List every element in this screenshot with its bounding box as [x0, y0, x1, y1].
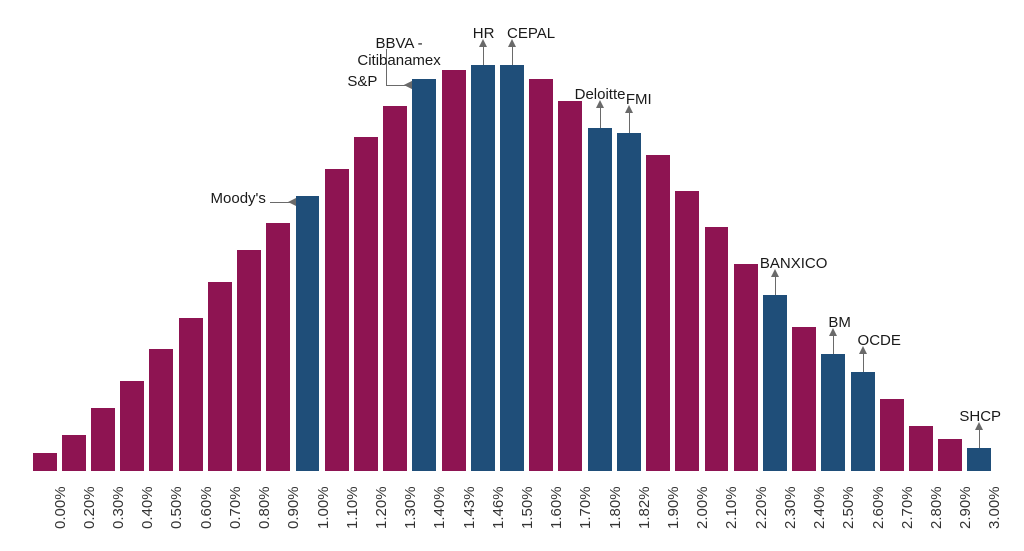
bar: [91, 408, 115, 471]
bar: [237, 250, 261, 471]
bar: [208, 282, 232, 471]
x-axis-label: 3.00%: [986, 486, 1003, 529]
x-axis-label: 2.50%: [840, 486, 857, 529]
annotation-connector: [833, 336, 834, 354]
annotation-connector: [863, 354, 864, 372]
bar: [266, 223, 290, 471]
x-axis-label: 2.90%: [957, 486, 974, 529]
arrowhead-icon: [288, 198, 296, 206]
bar: [500, 65, 524, 471]
annotation-label: HR: [473, 25, 495, 42]
bar: [33, 453, 57, 471]
bar: [763, 295, 787, 471]
bar: [821, 354, 845, 471]
x-axis-label: 0.30%: [110, 486, 127, 529]
x-axis-label: 1.80%: [607, 486, 624, 529]
bar: [675, 191, 699, 471]
x-axis-label: 0.00%: [52, 486, 69, 529]
bar: [179, 318, 203, 471]
x-axis-label: 2.40%: [811, 486, 828, 529]
bar: [617, 133, 641, 471]
x-axis-label: 2.30%: [782, 486, 799, 529]
bar: [734, 264, 758, 471]
annotation-connector: [629, 113, 630, 133]
x-axis-label: 0.40%: [139, 486, 156, 529]
x-axis-label: 0.60%: [198, 486, 215, 529]
x-axis-label: 1.00%: [315, 486, 332, 529]
annotation-connector: [979, 430, 980, 448]
annotation-label: SHCP: [959, 408, 1001, 425]
bar: [558, 101, 582, 471]
bar: [325, 169, 349, 471]
bar: [296, 196, 320, 471]
x-axis-label: 2.60%: [870, 486, 887, 529]
annotation-connector: [483, 47, 484, 65]
x-axis-label: 2.10%: [723, 486, 740, 529]
bar: [851, 372, 875, 471]
x-axis-label: 1.40%: [431, 486, 448, 529]
annotation-label: Deloitte: [575, 86, 626, 103]
annotation-label: BBVA -Citibanamex: [357, 35, 440, 69]
x-axis-label: 2.70%: [899, 486, 916, 529]
annotation-label: BANXICO: [760, 255, 828, 272]
x-axis-label: 1.90%: [665, 486, 682, 529]
bar: [354, 137, 378, 471]
plot-area: [30, 20, 994, 471]
annotation-connector: [775, 277, 776, 295]
annotation-connector: [512, 47, 513, 65]
bar: [967, 448, 991, 471]
annotation-label: CEPAL: [507, 25, 555, 42]
bar: [62, 435, 86, 471]
x-axis-label: 2.20%: [753, 486, 770, 529]
annotation-label: FMI: [626, 91, 652, 108]
x-axis-label: 1.46%: [490, 486, 507, 529]
bar: [909, 426, 933, 471]
x-axis-label: 1.50%: [519, 486, 536, 529]
bar: [646, 155, 670, 471]
x-axis-label: 1.60%: [548, 486, 565, 529]
x-axis-label: 2.80%: [928, 486, 945, 529]
x-axis-label: 0.70%: [227, 486, 244, 529]
x-axis-label: 2.00%: [694, 486, 711, 529]
bar: [120, 381, 144, 471]
bar: [149, 349, 173, 471]
arrowhead-icon: [404, 81, 412, 89]
bar: [442, 70, 466, 471]
bar: [880, 399, 904, 471]
x-axis-label: 0.90%: [285, 486, 302, 529]
x-axis-label: 1.70%: [577, 486, 594, 529]
bar: [588, 128, 612, 471]
annotation-connector: [600, 108, 601, 128]
forecast-distribution-chart: 0.00% 0.20% 0.30% 0.40% 0.50% 0.60% 0.70% 0.80%…: [0, 0, 1024, 551]
bar: [792, 327, 816, 471]
bar: [412, 79, 436, 471]
x-axis-label: 1.43%: [461, 486, 478, 529]
annotation-label: Moody's: [211, 190, 266, 207]
annotation-label: BM: [828, 314, 851, 331]
x-axis-label: 0.20%: [81, 486, 98, 529]
x-axis-label: 1.10%: [344, 486, 361, 529]
x-axis-label: 1.82%: [636, 486, 653, 529]
annotation-label: OCDE: [858, 332, 901, 349]
x-axis-label: 1.20%: [373, 486, 390, 529]
x-axis-label: 0.80%: [256, 486, 273, 529]
annotation-label: S&P: [347, 73, 377, 90]
bar: [383, 106, 407, 471]
bar: [705, 227, 729, 471]
x-axis-label: 1.30%: [402, 486, 419, 529]
x-axis-label: 0.50%: [168, 486, 185, 529]
bar: [529, 79, 553, 471]
bar: [938, 439, 962, 471]
bar: [471, 65, 495, 471]
